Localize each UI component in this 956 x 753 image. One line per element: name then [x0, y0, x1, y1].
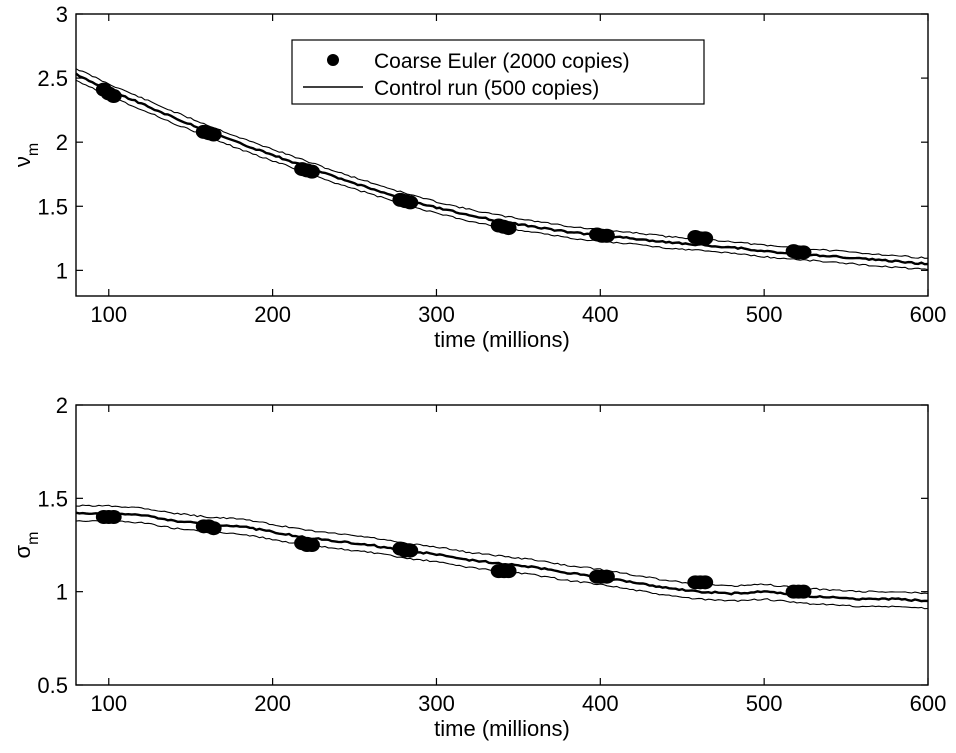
- coarse-euler-point: [402, 543, 419, 558]
- y-axis-label: νm: [10, 143, 42, 167]
- plot-frame: [75, 404, 929, 686]
- legend-entry-label: Control run (500 copies): [374, 77, 599, 100]
- legend: Coarse Euler (2000 copies) Control run (5…: [291, 39, 705, 105]
- x-tick-label: 200: [254, 302, 291, 327]
- coarse-euler-point: [697, 231, 714, 246]
- coarse-euler-point: [795, 584, 812, 599]
- y-tick-label: 0.5: [37, 673, 68, 698]
- x-tick-label: 500: [746, 302, 783, 327]
- y-axis-subscript: m: [25, 143, 42, 156]
- y-axis-symbol: ν: [10, 156, 35, 167]
- legend-entry-label: Coarse Euler (2000 copies): [374, 50, 630, 73]
- x-tick-label: 500: [746, 691, 783, 716]
- coarse-euler-point: [598, 228, 615, 243]
- coarse-euler-point: [303, 538, 320, 552]
- coarse-euler-point: [500, 564, 517, 579]
- control-run-lower-bound-line: [75, 79, 929, 271]
- coarse-euler-point: [500, 221, 517, 236]
- y-tick-label: 3: [56, 2, 68, 27]
- coarse-euler-point: [105, 510, 122, 524]
- coarse-euler-point: [598, 569, 615, 584]
- coarse-euler-point: [402, 195, 419, 210]
- x-tick-label: 400: [582, 691, 619, 716]
- coarse-euler-point: [205, 127, 222, 142]
- y-axis-subscript: m: [25, 532, 42, 545]
- y-tick-label: 2: [56, 393, 68, 418]
- x-axis-label: time (millions): [434, 716, 570, 741]
- y-tick-label: 1.5: [37, 486, 68, 511]
- x-tick-label: 600: [910, 302, 947, 327]
- y-tick-label: 1: [56, 580, 68, 605]
- coarse-euler-point: [105, 89, 122, 104]
- bottom-panel-sigma-m: 100 200 300 400 500 600 0.5 1 1.5 2 time (millions…: [10, 393, 946, 741]
- x-tick-label: 100: [90, 302, 127, 327]
- y-tick-label: 2.5: [37, 66, 68, 91]
- x-tick-label: 200: [254, 691, 291, 716]
- top-panel-nu-m: 100 200 300 400 500 600 1 1.5 2 2.5 3 time (million…: [10, 2, 946, 352]
- x-axis-label: time (millions): [434, 327, 570, 352]
- y-tick-label: 1: [56, 258, 68, 283]
- legend-dot-marker: [327, 54, 339, 66]
- plot-frame: [75, 13, 929, 297]
- x-tick-label: 100: [90, 691, 127, 716]
- y-axis-label: σm: [10, 532, 42, 559]
- coarse-euler-point: [303, 164, 320, 179]
- x-tick-label: 600: [910, 691, 947, 716]
- x-tick-label: 300: [418, 302, 455, 327]
- y-axis-symbol: σ: [10, 544, 35, 558]
- control-run-upper-bound-line: [75, 504, 929, 595]
- coarse-euler-point: [697, 575, 714, 590]
- x-tick-label: 400: [582, 302, 619, 327]
- coarse-euler-point: [795, 245, 812, 260]
- y-tick-label: 1.5: [37, 194, 68, 219]
- x-tick-label: 300: [418, 691, 455, 716]
- coarse-euler-point: [205, 521, 222, 536]
- y-tick-label: 2: [56, 130, 68, 155]
- legend-box: [291, 39, 705, 105]
